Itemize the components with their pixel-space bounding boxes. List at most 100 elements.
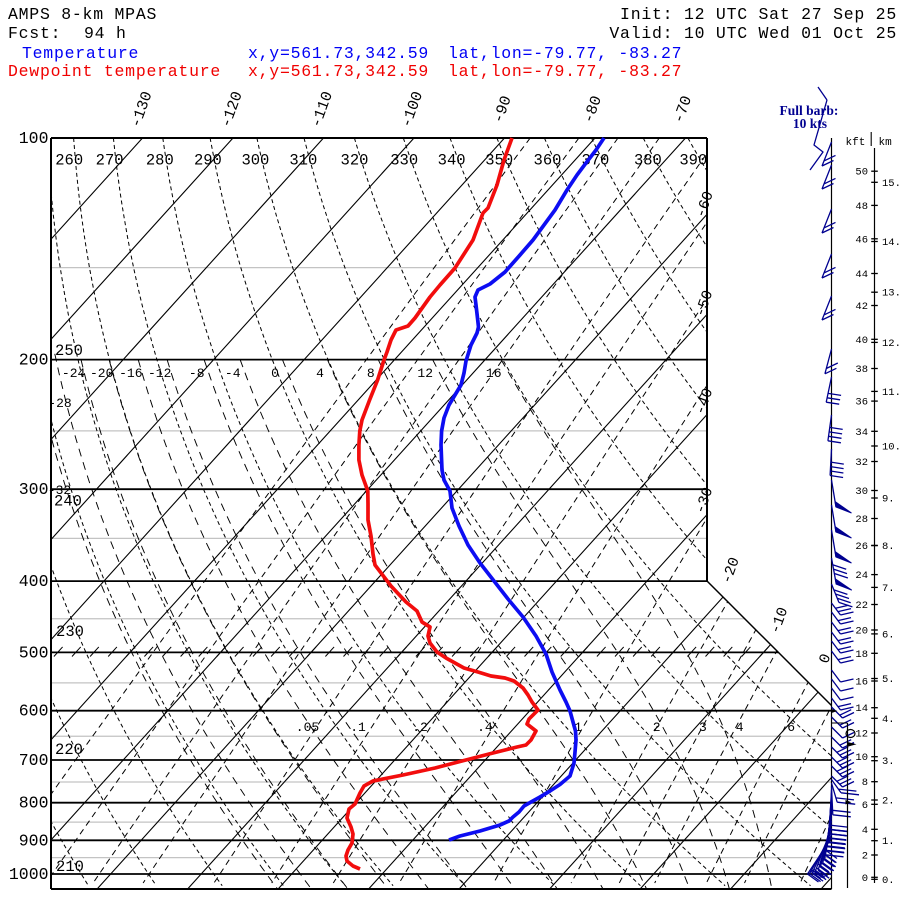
svg-text:3: 3 [699, 720, 707, 735]
svg-text:1: 1 [574, 720, 582, 735]
svg-text:.1: .1 [350, 720, 366, 735]
svg-text:x,y=561.73,342.59: x,y=561.73,342.59 [248, 62, 429, 81]
svg-text:300: 300 [241, 152, 269, 170]
svg-text:1.: 1. [882, 836, 895, 848]
svg-text:14.: 14. [882, 237, 900, 249]
svg-text:340: 340 [438, 152, 466, 170]
svg-text:Init: 12 UTC Sat 27 Sep 25: Init: 12 UTC Sat 27 Sep 25 [620, 5, 897, 24]
svg-text:8.: 8. [882, 541, 895, 553]
svg-text:14: 14 [855, 703, 868, 715]
svg-text:8: 8 [367, 366, 375, 381]
svg-text:-32: -32 [48, 483, 71, 498]
svg-text:.4: .4 [477, 720, 493, 735]
svg-text:30: 30 [855, 486, 868, 498]
svg-text:38: 38 [855, 364, 868, 376]
svg-text:0: 0 [271, 366, 279, 381]
svg-text:16: 16 [486, 366, 502, 381]
svg-text:48: 48 [855, 201, 868, 213]
svg-text:2: 2 [862, 851, 868, 863]
svg-text:260: 260 [55, 152, 83, 170]
svg-text:24: 24 [855, 570, 868, 582]
svg-text:270: 270 [96, 152, 124, 170]
svg-text:.2: .2 [412, 720, 428, 735]
svg-text:13.: 13. [882, 288, 900, 300]
svg-text:4: 4 [736, 720, 744, 735]
svg-text:-4: -4 [225, 366, 241, 381]
svg-text:94 h: 94 h [84, 24, 127, 43]
svg-text:320: 320 [341, 152, 369, 170]
svg-text:300: 300 [19, 480, 49, 499]
svg-text:32: 32 [855, 457, 868, 469]
svg-text:36: 36 [855, 397, 868, 409]
svg-text:9.: 9. [882, 494, 895, 506]
svg-text:210: 210 [56, 858, 84, 876]
svg-text:50: 50 [855, 167, 868, 179]
svg-text:220: 220 [55, 741, 83, 759]
svg-text:10.: 10. [882, 442, 900, 454]
svg-text:-8: -8 [189, 366, 205, 381]
svg-text:600: 600 [19, 702, 49, 721]
svg-text:20: 20 [855, 626, 868, 638]
svg-text:6: 6 [862, 800, 868, 812]
svg-text:2: 2 [653, 720, 661, 735]
svg-text:370: 370 [581, 152, 609, 170]
svg-text:10: 10 [855, 752, 868, 764]
svg-text:3.: 3. [882, 756, 895, 768]
svg-text:12: 12 [417, 366, 433, 381]
svg-text:1000: 1000 [9, 865, 49, 884]
svg-text:4: 4 [862, 825, 868, 837]
svg-text:240: 240 [54, 493, 82, 511]
svg-text:kft: kft [846, 137, 866, 149]
svg-text:12.: 12. [882, 338, 900, 350]
svg-text:290: 290 [194, 152, 222, 170]
svg-text:0.: 0. [882, 875, 895, 887]
svg-text:2.: 2. [882, 796, 895, 808]
svg-text:700: 700 [19, 751, 49, 770]
svg-text:km: km [879, 137, 893, 149]
svg-text:34: 34 [855, 427, 868, 439]
svg-text:Dewpoint temperature: Dewpoint temperature [8, 62, 221, 81]
svg-text:5.: 5. [882, 674, 895, 686]
svg-text:.05: .05 [296, 720, 319, 735]
svg-text:lat,lon=-79.77, -83.27: lat,lon=-79.77, -83.27 [448, 62, 682, 81]
svg-text:44: 44 [855, 269, 868, 281]
svg-text:390: 390 [679, 152, 707, 170]
svg-text:7.: 7. [882, 583, 895, 595]
svg-text:250: 250 [55, 342, 83, 360]
svg-text:350: 350 [485, 152, 513, 170]
svg-text:380: 380 [634, 152, 662, 170]
svg-text:310: 310 [289, 152, 317, 170]
svg-text:0: 0 [862, 873, 868, 885]
svg-text:-24: -24 [62, 366, 86, 381]
svg-text:-20: -20 [90, 366, 113, 381]
svg-text:28: 28 [855, 514, 868, 526]
svg-text:42: 42 [855, 301, 868, 313]
svg-text:4: 4 [316, 366, 324, 381]
svg-text:900: 900 [19, 831, 49, 850]
svg-text:lat,lon=-79.77, -83.27: lat,lon=-79.77, -83.27 [448, 44, 682, 63]
svg-text:12: 12 [855, 729, 868, 741]
svg-text:Valid: 10 UTC Wed 01 Oct 25: Valid: 10 UTC Wed 01 Oct 25 [609, 24, 897, 43]
svg-text:40: 40 [855, 335, 868, 347]
svg-text:500: 500 [19, 643, 49, 662]
svg-text:16: 16 [855, 677, 868, 689]
svg-text:Fcst:: Fcst: [8, 24, 61, 43]
svg-text:800: 800 [19, 794, 49, 813]
svg-text:15.: 15. [882, 178, 900, 190]
svg-text:22: 22 [855, 600, 868, 612]
svg-text:100: 100 [19, 129, 49, 148]
svg-text:46: 46 [855, 234, 868, 246]
svg-text:330: 330 [390, 152, 418, 170]
svg-text:360: 360 [534, 152, 562, 170]
svg-text:6: 6 [787, 720, 795, 735]
svg-text:x,y=561.73,342.59: x,y=561.73,342.59 [248, 44, 429, 63]
svg-text:6.: 6. [882, 629, 895, 641]
svg-text:Full barb:: Full barb: [780, 103, 839, 118]
svg-text:200: 200 [19, 351, 49, 370]
svg-text:-16: -16 [119, 366, 142, 381]
svg-text:-12: -12 [148, 366, 171, 381]
svg-text:AMPS 8-km MPAS: AMPS 8-km MPAS [8, 5, 157, 24]
svg-text:4.: 4. [882, 714, 895, 726]
svg-text:Temperature: Temperature [22, 44, 139, 63]
svg-text:400: 400 [19, 572, 49, 591]
